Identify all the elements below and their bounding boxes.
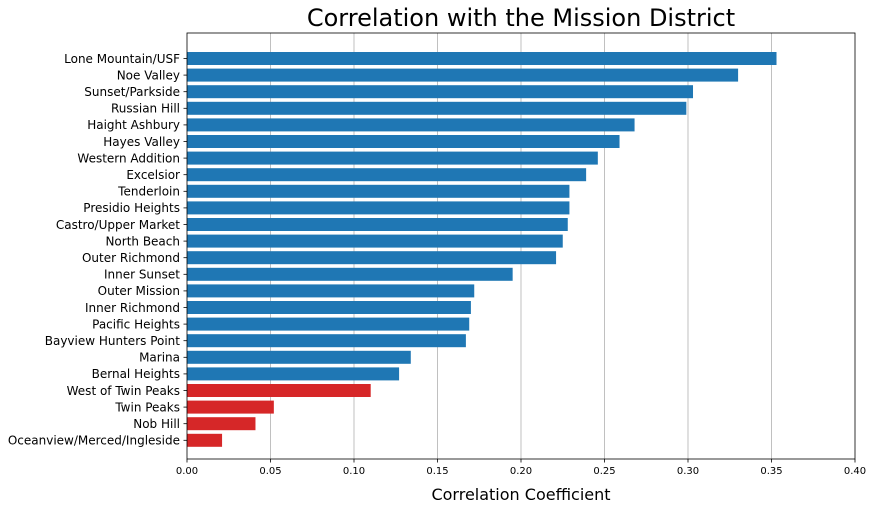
- category-label: Oceanview/Merced/Ingleside: [8, 434, 180, 448]
- bar: [187, 201, 570, 215]
- bar: [187, 267, 513, 281]
- bar: [187, 350, 411, 364]
- category-label: North Beach: [105, 234, 180, 248]
- category-label: Bernal Heights: [92, 367, 180, 381]
- bar: [187, 85, 694, 99]
- bar: [187, 334, 466, 348]
- category-label: Marina: [139, 351, 180, 365]
- bar: [187, 400, 274, 414]
- bar: [187, 301, 471, 314]
- category-label: Outer Richmond: [82, 251, 180, 265]
- x-tick-label: 0.05: [259, 466, 281, 477]
- bar: [187, 118, 635, 132]
- category-label: Twin Peaks: [114, 400, 180, 414]
- category-label: Hayes Valley: [103, 135, 180, 149]
- category-label: Pacific Heights: [92, 317, 180, 331]
- category-label: Castro/Upper Market: [56, 218, 180, 232]
- x-tick-label: 0.00: [176, 466, 198, 477]
- y-tick-labels: Lone Mountain/USF Noe Valley Sunset/Parksi…: [8, 52, 187, 448]
- x-tick-label: 0.15: [426, 466, 448, 477]
- bar: [187, 151, 598, 165]
- category-label: Outer Mission: [98, 284, 180, 298]
- bar: [187, 101, 687, 115]
- x-tick-label: 0.35: [760, 466, 782, 477]
- bar: [187, 433, 223, 447]
- category-label: Russian Hill: [111, 102, 180, 116]
- x-tick-label: 0.40: [844, 466, 866, 477]
- x-tick-label: 0.25: [593, 466, 615, 477]
- bar: [187, 251, 557, 265]
- x-axis-label: Correlation Coefficient: [431, 485, 610, 504]
- category-label: West of Twin Peaks: [67, 384, 180, 398]
- category-label: Haight Ashbury: [87, 118, 180, 132]
- x-tick-label: 0.10: [343, 466, 365, 477]
- bar: [187, 135, 620, 148]
- bar: [187, 284, 475, 298]
- x-tick-labels: 0.00 0.05 0.10 0.15 0.20 0.25 0.30 0.35 0.40: [176, 459, 866, 477]
- bar: [187, 68, 739, 82]
- bar: [187, 417, 256, 431]
- category-label: Nob Hill: [133, 417, 180, 431]
- x-tick-label: 0.20: [510, 466, 532, 477]
- category-label: Western Addition: [77, 151, 180, 165]
- bar: [187, 234, 563, 248]
- category-label: Tenderloin: [117, 185, 180, 199]
- category-label: Bayview Hunters Point: [45, 334, 181, 348]
- category-label: Excelsior: [126, 168, 180, 182]
- bar: [187, 367, 400, 381]
- bar: [187, 384, 371, 397]
- category-label: Noe Valley: [117, 68, 180, 82]
- category-label: Sunset/Parkside: [84, 85, 180, 99]
- chart-title: Correlation with the Mission District: [307, 4, 735, 32]
- bar: [187, 317, 470, 331]
- bar: [187, 218, 568, 231]
- x-tick-label: 0.30: [677, 466, 699, 477]
- bar: [187, 52, 777, 65]
- bar: [187, 184, 570, 198]
- category-label: Inner Sunset: [104, 268, 180, 282]
- category-label: Presidio Heights: [83, 201, 180, 215]
- bar: [187, 168, 587, 182]
- category-label: Lone Mountain/USF: [64, 52, 180, 66]
- category-label: Inner Richmond: [85, 301, 180, 315]
- bars: [187, 52, 777, 447]
